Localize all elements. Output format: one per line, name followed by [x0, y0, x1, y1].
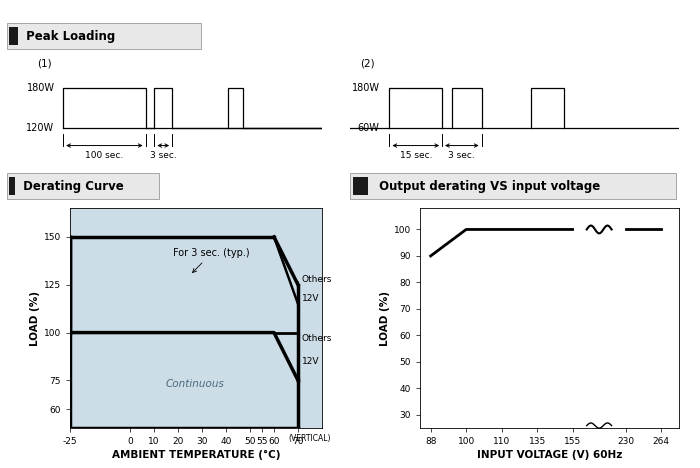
Text: 12V: 12V — [302, 293, 319, 303]
Bar — [9, 27, 18, 45]
Text: Peak Loading: Peak Loading — [22, 30, 115, 43]
Text: 3 sec.: 3 sec. — [449, 151, 475, 160]
Text: 3 sec.: 3 sec. — [150, 151, 176, 160]
Y-axis label: LOAD (%): LOAD (%) — [29, 291, 40, 346]
Text: 60W: 60W — [358, 124, 379, 133]
X-axis label: INPUT VOLTAGE (V) 60Hz: INPUT VOLTAGE (V) 60Hz — [477, 450, 622, 461]
Y-axis label: LOAD (%): LOAD (%) — [379, 291, 390, 346]
Text: 120W: 120W — [27, 124, 55, 133]
Text: Output derating VS input voltage: Output derating VS input voltage — [374, 180, 600, 192]
X-axis label: AMBIENT TEMPERATURE (°C): AMBIENT TEMPERATURE (°C) — [112, 450, 280, 461]
Text: 15 sec.: 15 sec. — [400, 151, 432, 160]
Bar — [8, 177, 15, 195]
Text: 100 sec.: 100 sec. — [85, 151, 124, 160]
Polygon shape — [70, 333, 298, 428]
Text: 12V: 12V — [302, 357, 319, 366]
Text: (2): (2) — [360, 58, 374, 68]
Text: Derating Curve: Derating Curve — [18, 180, 123, 192]
Text: For 3 sec. (typ.): For 3 sec. (typ.) — [173, 248, 250, 272]
Text: (VERTICAL): (VERTICAL) — [288, 434, 331, 443]
Text: Others: Others — [302, 275, 332, 284]
Text: 180W: 180W — [27, 83, 55, 93]
Text: (1): (1) — [37, 58, 51, 68]
Text: Others: Others — [302, 334, 332, 343]
Text: Continuous: Continuous — [166, 379, 225, 389]
Bar — [354, 177, 368, 195]
Text: 180W: 180W — [351, 83, 379, 93]
